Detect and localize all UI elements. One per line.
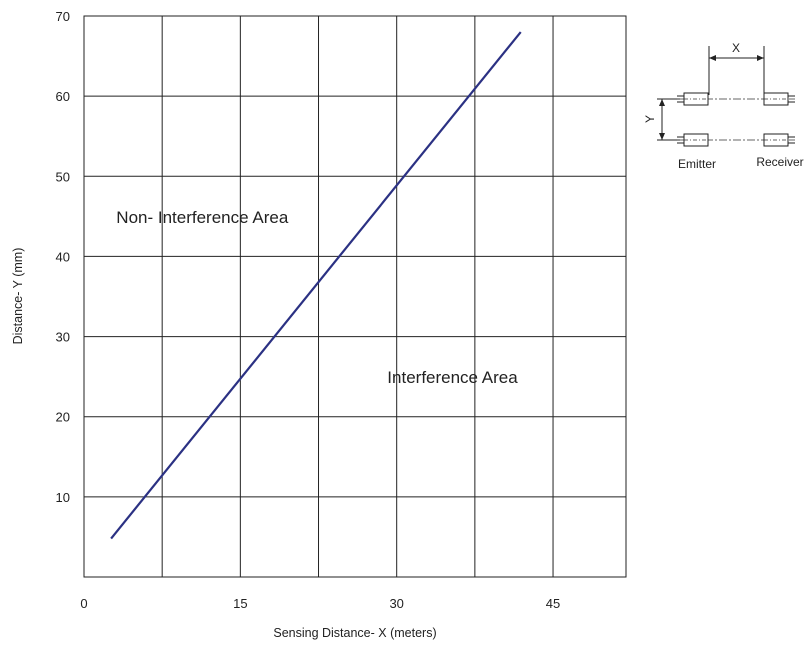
emitter-top-icon	[677, 92, 709, 106]
receiver-bottom-icon	[763, 133, 795, 147]
x-tick-label: 30	[389, 596, 403, 611]
sensor-diagram: X Y	[643, 41, 804, 171]
y-tick-label: 70	[56, 9, 70, 24]
interference-area-label: Interference Area	[387, 368, 518, 387]
x-tick-label: 45	[546, 596, 560, 611]
non-interference-area-label: Non- Interference Area	[116, 208, 289, 227]
emitter-label: Emitter	[678, 157, 716, 171]
y-dimension-label: Y	[643, 115, 657, 123]
y-tick-label: 10	[56, 490, 70, 505]
x-tick-label: 0	[80, 596, 87, 611]
tick-labels: 0 15 30 45 10 20 30 40 50 60 70	[56, 9, 561, 611]
series	[110, 31, 522, 540]
y-tick-label: 50	[56, 169, 70, 184]
grid	[84, 16, 626, 577]
y-dimension-arrow-top	[659, 99, 665, 106]
x-dimension-arrow-left	[709, 55, 716, 61]
x-tick-label: 15	[233, 596, 247, 611]
x-axis-title: Sensing Distance- X (meters)	[273, 626, 436, 640]
plot-frame	[83, 15, 627, 578]
x-dimension-arrow-right	[757, 55, 764, 61]
x-dimension-label: X	[732, 41, 740, 55]
y-axis-title: Distance- Y (mm)	[11, 248, 25, 345]
y-tick-label: 40	[56, 249, 70, 264]
series-line	[110, 31, 522, 540]
y-tick-label: 20	[56, 410, 70, 425]
emitter-bottom-icon	[677, 133, 709, 147]
receiver-label: Receiver	[756, 155, 803, 169]
annotations: Non- Interference Area Interference Area	[116, 208, 518, 387]
y-tick-label: 30	[56, 330, 70, 345]
receiver-top-icon	[763, 92, 795, 106]
y-tick-label: 60	[56, 89, 70, 104]
y-dimension-arrow-bottom	[659, 133, 665, 140]
